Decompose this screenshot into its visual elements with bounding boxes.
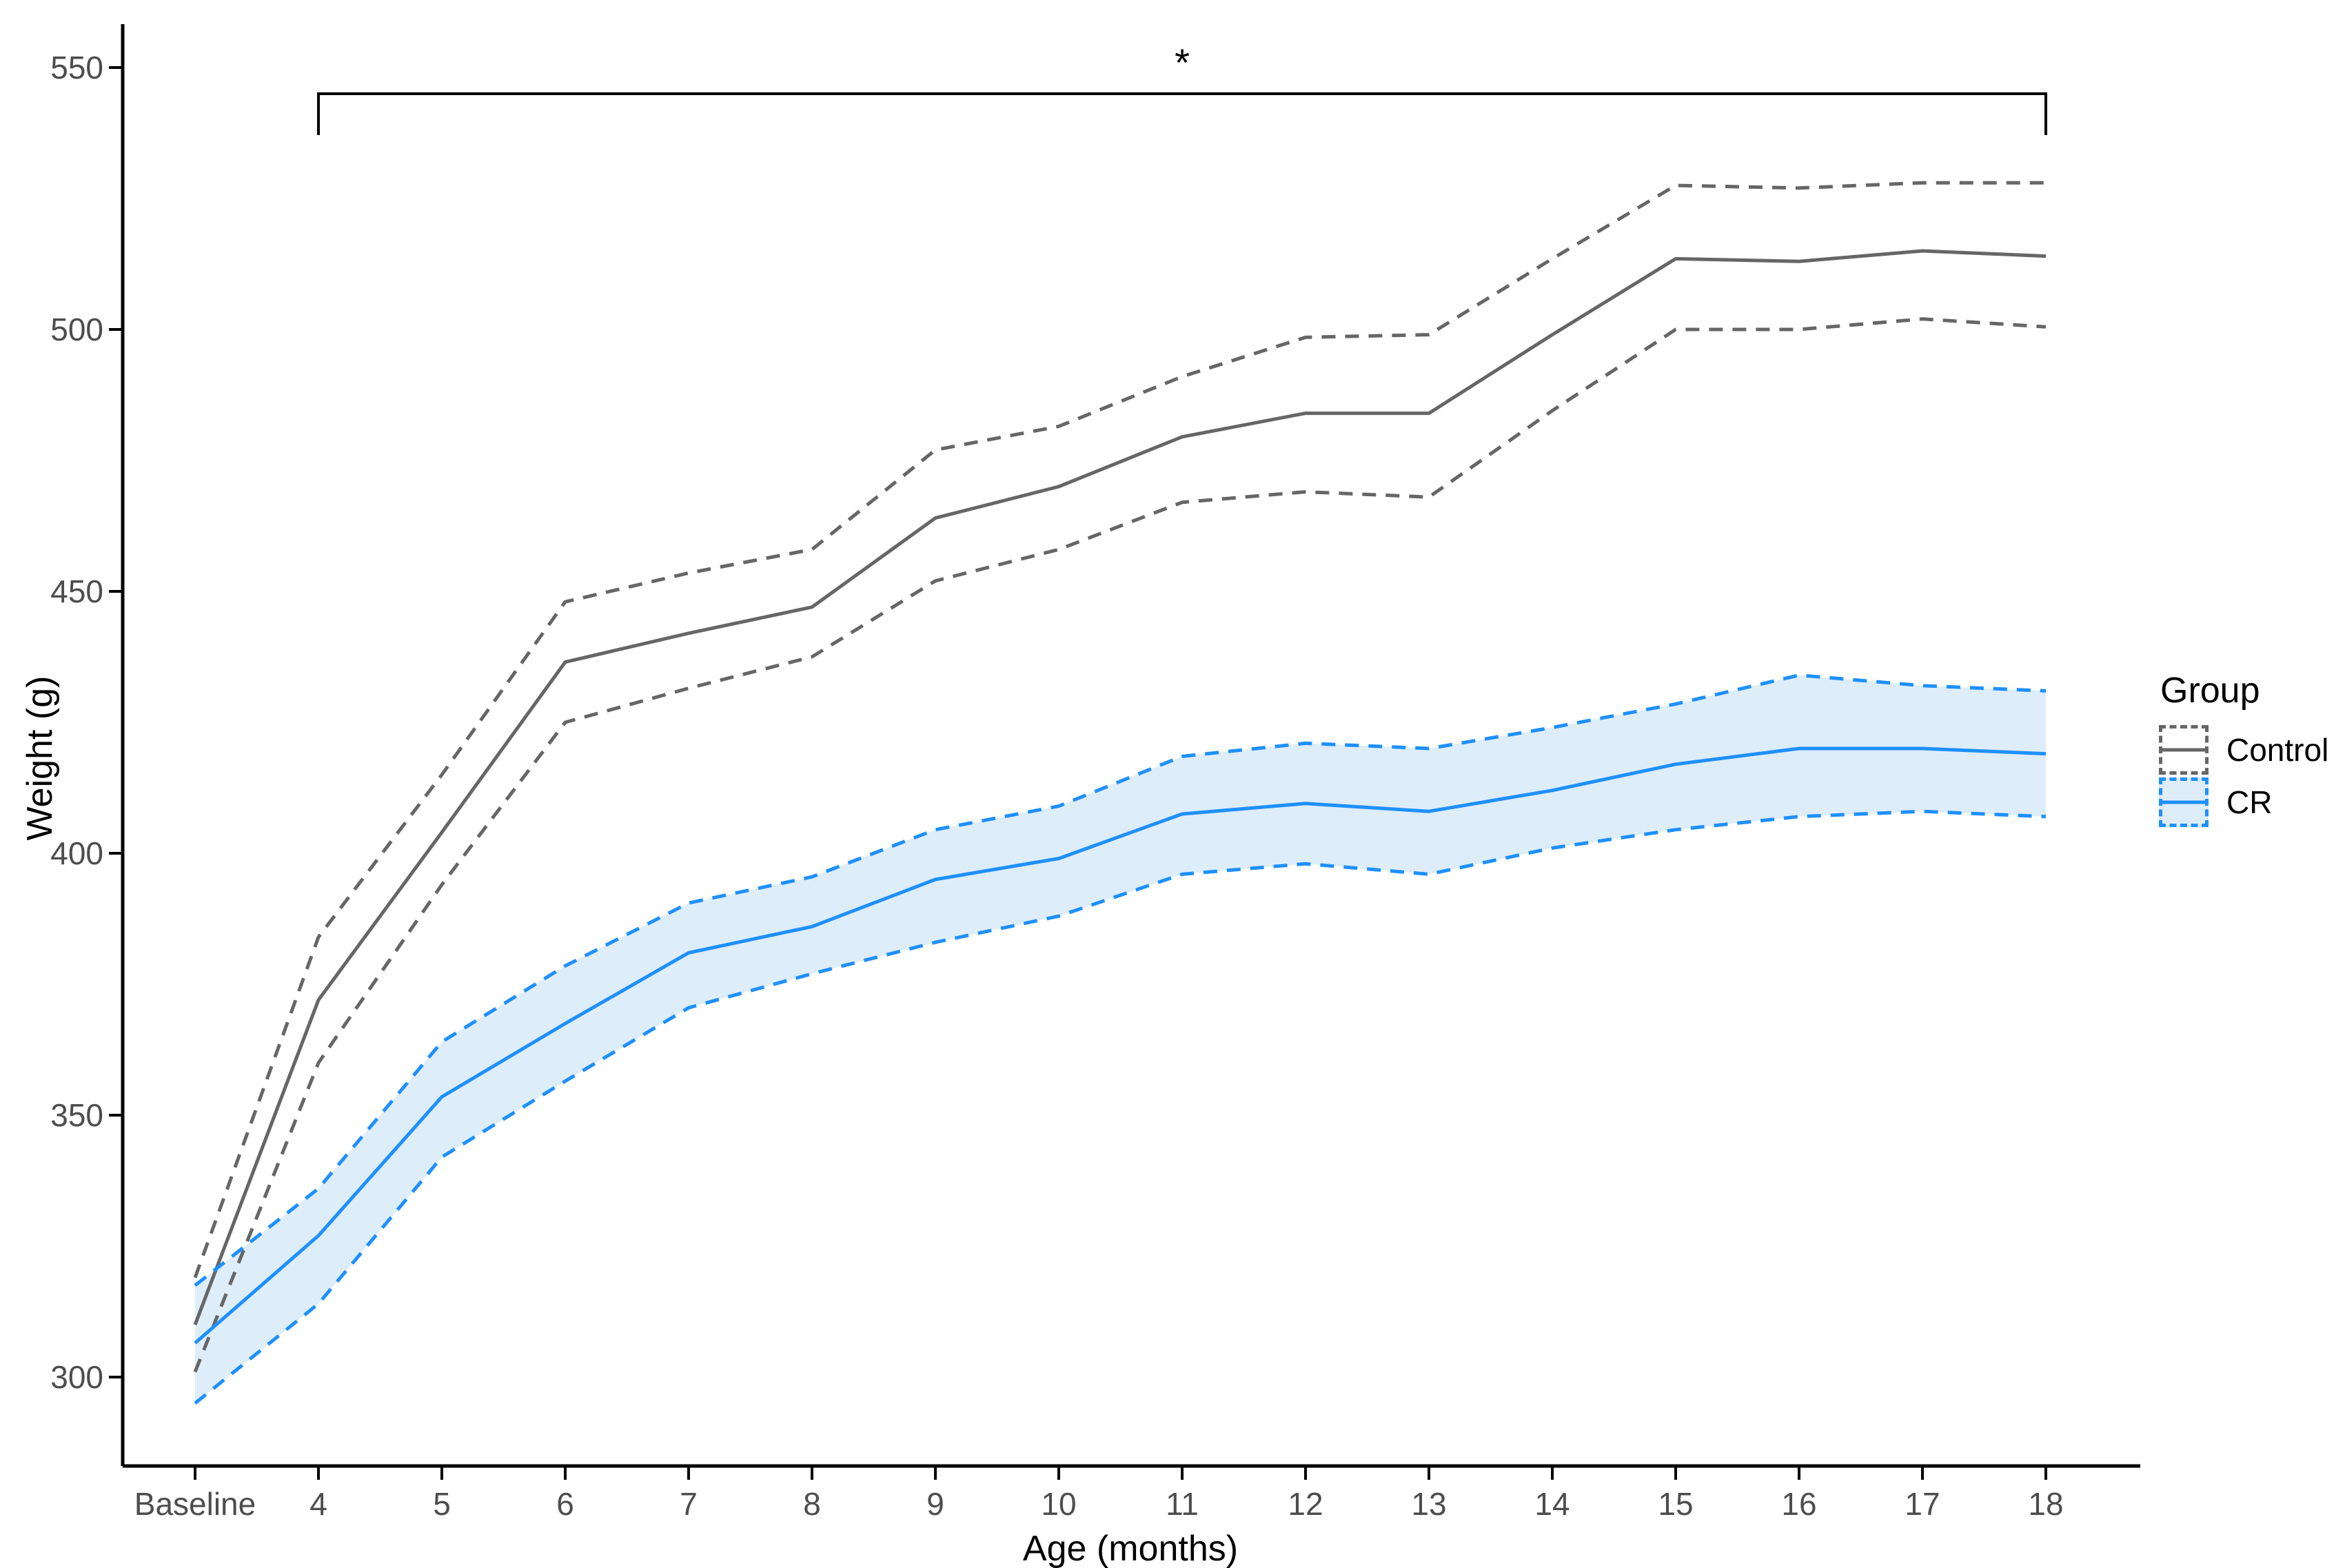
cr-line xyxy=(194,746,2047,1345)
legend-entry-cr: CR xyxy=(2159,777,2328,827)
control-line xyxy=(193,249,2047,1325)
control-key-line-icon xyxy=(2160,748,2207,752)
cr-lower-ci-line xyxy=(194,809,2047,1405)
x-tick-label: 6 xyxy=(556,1486,574,1522)
x-tick-label: 9 xyxy=(926,1486,944,1522)
x-tick-label: 8 xyxy=(803,1486,821,1522)
control-lower-ci-line xyxy=(193,317,2047,1373)
x-tick-label: 18 xyxy=(2028,1486,2064,1522)
significance-bracket xyxy=(317,92,2047,135)
x-tick-label: 16 xyxy=(1781,1486,1817,1522)
x-tick-label: 12 xyxy=(1288,1486,1323,1522)
y-tick-label: 400 xyxy=(50,835,103,871)
y-tick-label: 550 xyxy=(50,50,103,85)
control-upper-ci-line xyxy=(193,181,2046,1279)
cr-key-line-icon xyxy=(2160,800,2207,804)
x-tick-label: 7 xyxy=(680,1486,698,1522)
legend: Group Control CR xyxy=(2159,670,2328,830)
y-axis-title: Weight (g) xyxy=(20,675,60,841)
legend-label-control: Control xyxy=(2226,732,2329,768)
legend-title: Group xyxy=(2160,671,2260,711)
x-axis-title: Age (months) xyxy=(1022,1529,1239,1568)
x-tick-label: 4 xyxy=(309,1486,327,1522)
legend-entry-control: Control xyxy=(2159,725,2328,775)
x-tick-label: 15 xyxy=(1658,1486,1694,1522)
cr-confidence-ribbon xyxy=(195,675,2046,1403)
control-legend-key-icon xyxy=(2159,725,2209,775)
x-tick-label: 13 xyxy=(1411,1486,1447,1522)
y-tick-label: 500 xyxy=(50,312,103,347)
x-tick-label: 11 xyxy=(1166,1486,1199,1522)
y-tick-label: 450 xyxy=(50,573,103,609)
x-tick-label: 17 xyxy=(1905,1486,1940,1522)
x-tick-label: 10 xyxy=(1041,1486,1077,1522)
cr-upper-ci-line xyxy=(194,673,2047,1287)
y-tick-label: 350 xyxy=(50,1097,103,1133)
x-tick-label: 5 xyxy=(433,1486,451,1522)
significance-asterisk: * xyxy=(1175,41,1190,84)
x-tick-label: Baseline xyxy=(134,1486,256,1522)
x-tick-label: 14 xyxy=(1534,1486,1570,1522)
legend-label-cr: CR xyxy=(2226,784,2273,820)
y-tick-label: 300 xyxy=(50,1359,103,1395)
cr-legend-key-icon xyxy=(2159,777,2209,827)
